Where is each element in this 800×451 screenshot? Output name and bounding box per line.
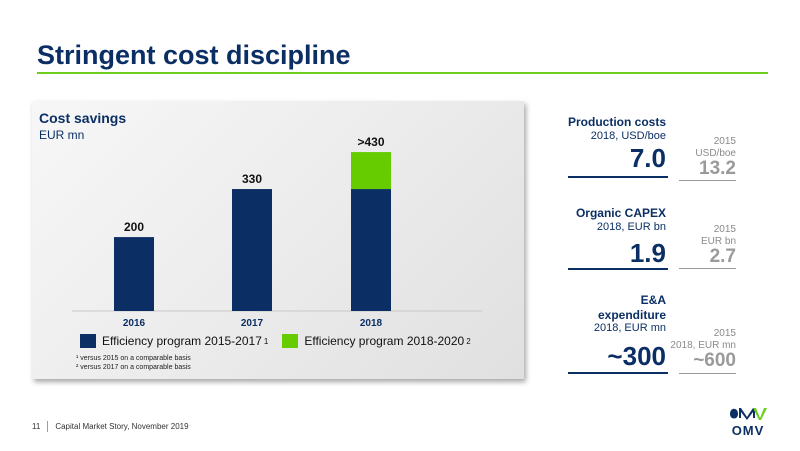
legend-note: 1	[263, 336, 269, 346]
omv-logo-text: OMV	[731, 423, 765, 438]
kpi-unit: 2018, USD/boe	[590, 130, 666, 142]
footnote-1: ¹ versus 2015 on a comparable basis	[76, 355, 191, 362]
comparison-underline	[679, 268, 736, 269]
bar-2016-series-1	[114, 237, 154, 311]
legend-item-2018-2020: Efficiency program 2018-2020 2	[282, 334, 471, 348]
legend-label: Efficiency program 2015-2017	[102, 334, 262, 348]
kpi-value: 1.9	[629, 238, 666, 268]
data-label-2016: 200	[124, 220, 144, 234]
comparison-value: 13.2	[699, 158, 736, 179]
legend-note: 2	[466, 336, 471, 346]
legend-item-2015-2017: Efficiency program 2015-2017 1	[80, 334, 268, 348]
legend-swatch-navy	[80, 334, 96, 348]
kpi-unit: 2018, EUR bn	[596, 221, 666, 233]
comparison-underline	[679, 373, 736, 374]
comparison-underline	[679, 180, 736, 181]
bar-2018-series-1	[351, 189, 391, 311]
footer: 11 Capital Market Story, November 2019	[32, 421, 189, 432]
x-tick-label-2018: 2018	[360, 318, 383, 329]
comparison-value: 2.7	[709, 246, 736, 267]
comparison-value: ~600	[693, 350, 736, 371]
cost-savings-chart-panel: Cost savings EUR mn 200 2016 330 2017 >430 20…	[32, 101, 524, 379]
comparison-year: 2015	[713, 224, 736, 235]
omv-logo-icon	[727, 405, 769, 421]
footer-text: Capital Market Story, November 2019	[55, 422, 189, 431]
kpi-title-production-costs: Production costs	[567, 115, 666, 129]
kpi-title-organic-capex: Organic CAPEX	[575, 206, 666, 220]
page-number: 11	[32, 422, 41, 431]
kpi-value: 7.0	[629, 143, 666, 173]
kpi-unit: 2018, EUR mn	[593, 322, 666, 334]
legend-swatch-green	[282, 334, 299, 348]
comparison-unit: EUR bn	[700, 236, 736, 247]
page-title: Stringent cost discipline	[37, 40, 351, 70]
legend-label: Efficiency program 2018-2020	[304, 334, 465, 348]
data-label-2017: 330	[242, 172, 262, 186]
kpi-underline	[568, 176, 668, 178]
title-underline	[37, 72, 768, 74]
footer-separator	[47, 421, 49, 432]
chart-title: Cost savings	[39, 110, 127, 126]
comparison-unit: USD/boe	[695, 148, 736, 159]
comparison-year: 2015	[713, 328, 736, 339]
cost-savings-bar-chart: 200 2016 330 2017 >430 2018	[72, 135, 482, 329]
kpi-underline	[568, 268, 668, 270]
kpi-underline	[568, 372, 668, 374]
x-tick-label-2017: 2017	[241, 318, 264, 329]
kpi-value: ~300	[607, 341, 666, 371]
chart-unit: EUR mn	[39, 128, 85, 142]
comparison-year: 2015	[713, 136, 736, 147]
chart-legend: Efficiency program 2015-2017 1 Efficienc…	[80, 333, 485, 349]
x-tick-label-2016: 2016	[123, 318, 146, 329]
comparison-unit: 2018, EUR mn	[670, 340, 736, 351]
footnote-2: ² versus 2017 on a comparable basis	[76, 364, 191, 371]
bar-2017-series-1	[232, 189, 272, 311]
kpi-title-ea-expenditure-line1: E&A	[640, 293, 666, 307]
bar-2018-series-2	[351, 152, 391, 190]
data-label-2018: >430	[357, 135, 384, 149]
kpi-title-ea-expenditure-line2: expenditure	[597, 308, 666, 322]
